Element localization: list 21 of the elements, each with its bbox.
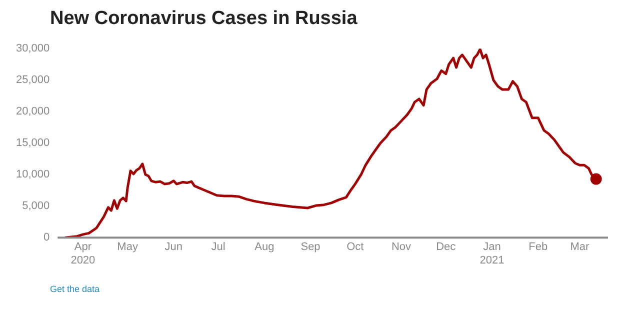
x-tick-label: Sep <box>300 241 320 254</box>
y-tick-label: 15,000 <box>16 137 50 150</box>
y-tick-label: 30,000 <box>16 42 50 55</box>
y-tick-label: 25,000 <box>16 74 50 86</box>
x-tick-label: Mar <box>570 241 590 254</box>
x-tick-label: May <box>117 241 138 254</box>
y-tick-label: 5,000 <box>22 200 50 212</box>
x-tick-label: Oct <box>346 241 364 254</box>
x-tick-label: Jan 2021 <box>480 241 504 266</box>
x-tick-label: Aug <box>254 241 274 254</box>
chart-title: New Coronavirus Cases in Russia <box>50 8 358 30</box>
x-tick-label: Feb <box>528 241 548 254</box>
y-tick-label: 20,000 <box>16 106 50 118</box>
text: Get the data <box>50 284 100 294</box>
x-tick-label: Apr 2020 <box>70 241 96 266</box>
y-tick-label: 0 <box>44 232 50 244</box>
x-tick-label: Jul <box>211 241 226 254</box>
x-tick-label: Jun <box>164 241 183 254</box>
x-tick-label: Dec <box>436 241 456 254</box>
y-tick-label: 10,000 <box>16 168 50 181</box>
x-tick-label: Nov <box>391 241 412 254</box>
